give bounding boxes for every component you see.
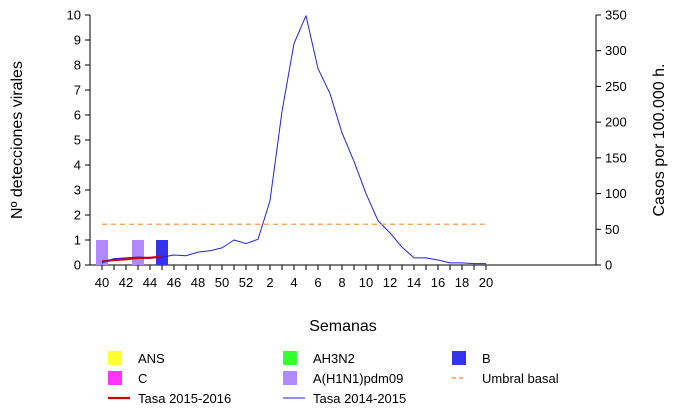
right-y-tick-label: 0 [605,258,612,273]
tasa-2014-2015-line [101,15,486,265]
left-y-axis-ticks: 0 1 2 3 4 5 6 7 8 9 10 [67,8,90,273]
left-y-tick-label: 6 [74,108,81,123]
x-tick-label: 6 [314,275,321,290]
right-y-tick-label: 100 [605,186,627,201]
x-tick-label: 12 [383,275,397,290]
lines-layer [101,15,486,265]
legend-label-ans: ANS [138,351,165,366]
x-tick-label: 18 [455,275,469,290]
bar-a-h1n1-pdm09-week-40 [96,240,108,265]
right-y-tick-label: 200 [605,115,627,130]
legend-label-a-h1n1-pdm09: A(H1N1)pdm09 [313,371,403,386]
legend-label-tasa-2015-2016: Tasa 2015-2016 [138,391,231,406]
legend-swatch-a-h1n1-pdm09 [283,371,297,385]
x-tick-label: 8 [338,275,345,290]
x-tick-label: 2 [266,275,273,290]
x-tick-label: 4 [290,275,297,290]
legend-label-b: B [482,351,491,366]
left-y-tick-label: 7 [74,83,81,98]
right-y-tick-label: 250 [605,79,627,94]
right-y-tick-label: 150 [605,150,627,165]
legend-swatch-b [452,351,466,365]
right-y-axis-title: Casos por 100.000 h. [651,64,668,217]
x-tick-label: 14 [407,275,421,290]
legend: ANS AH3N2 B C A(H1N1)pdm09 Umbral basal Tasa 2… [108,351,559,406]
bar-a-h1n1-pdm09-week-43 [132,240,144,265]
x-tick-label: 46 [167,275,181,290]
legend-label-umbral-basal: Umbral basal [482,371,559,386]
plot-area [89,15,597,266]
x-tick-label: 10 [359,275,373,290]
bar-b-week-45 [156,240,168,265]
left-y-tick-label: 2 [74,208,81,223]
left-y-tick-label: 0 [74,258,81,273]
legend-label-c: C [138,371,147,386]
right-y-tick-label: 350 [605,8,627,23]
x-axis-title: Semanas [309,318,377,335]
right-y-axis-ticks: 0 50 100 150 200 250 300 350 [596,8,627,273]
legend-label-tasa-2014-2015: Tasa 2014-2015 [313,391,406,406]
right-y-tick-label: 300 [605,43,627,58]
left-y-tick-label: 4 [74,158,81,173]
x-tick-label: 16 [431,275,445,290]
right-y-tick-label: 50 [605,222,619,237]
legend-swatch-c [108,371,122,385]
x-tick-label: 44 [143,275,157,290]
left-y-tick-label: 1 [74,233,81,248]
left-y-tick-label: 10 [67,8,81,23]
x-tick-label: 52 [239,275,253,290]
legend-swatch-ah3n2 [283,351,297,365]
left-y-tick-label: 8 [74,58,81,73]
x-tick-label: 42 [119,275,133,290]
left-y-axis-title: Nº detecciones virales [9,61,26,219]
legend-label-ah3n2: AH3N2 [313,351,355,366]
x-tick-label: 48 [191,275,205,290]
left-y-tick-label: 9 [74,33,81,48]
x-tick-label: 40 [95,275,109,290]
left-y-tick-label: 3 [74,183,81,198]
x-axis-ticks: 40 42 44 46 48 50 52 2 4 6 8 10 12 14 16 18 20 [95,265,493,290]
x-tick-label: 50 [215,275,229,290]
x-tick-label: 20 [479,275,493,290]
legend-swatch-ans [108,351,122,365]
left-y-tick-label: 5 [74,133,81,148]
